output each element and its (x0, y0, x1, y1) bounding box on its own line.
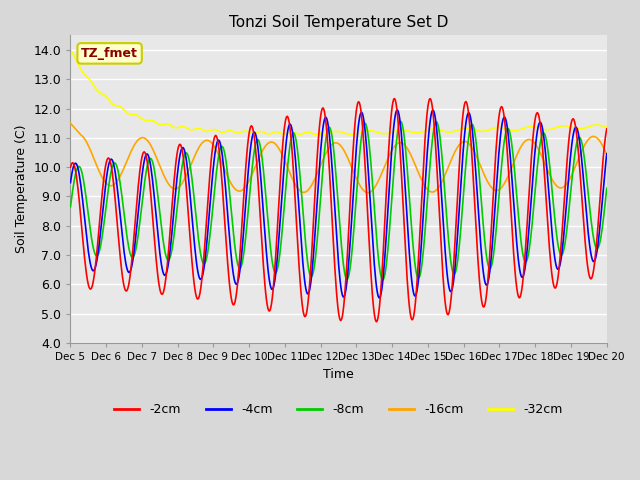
Y-axis label: Soil Temperature (C): Soil Temperature (C) (15, 125, 28, 253)
Text: TZ_fmet: TZ_fmet (81, 47, 138, 60)
X-axis label: Time: Time (323, 368, 354, 381)
Title: Tonzi Soil Temperature Set D: Tonzi Soil Temperature Set D (229, 15, 448, 30)
Legend: -2cm, -4cm, -8cm, -16cm, -32cm: -2cm, -4cm, -8cm, -16cm, -32cm (109, 398, 568, 421)
